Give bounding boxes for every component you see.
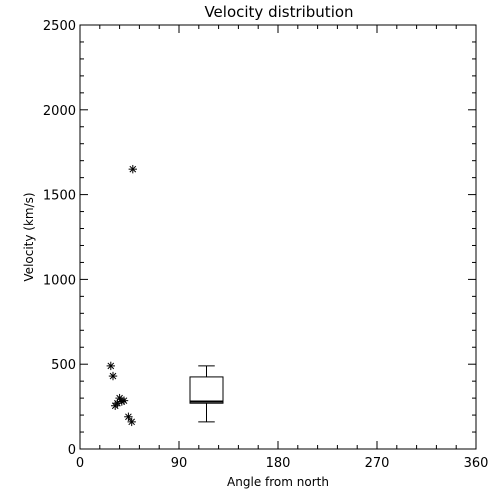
scatter-point [127,417,136,427]
chart-title: Velocity distribution [204,3,353,21]
plot-frame [79,24,477,450]
scatter-point [119,396,129,405]
x-axis-label: Angle from north [227,475,329,489]
x-tick-label: 180 [266,456,291,471]
y-tick-label: 1000 [43,273,76,288]
y-tick-label: 1500 [43,189,76,204]
iqr-box [189,376,224,404]
y-axis-label: Velocity (km/s) [22,192,36,281]
y-tick-label: 2500 [43,19,76,34]
y-tick-label: 0 [68,443,76,458]
y-tick-label: 500 [51,358,76,373]
box-plot [189,365,224,423]
data-marks [106,164,224,427]
x-tick-label: 360 [464,456,489,471]
tick-labels: 0 90 180 270 360 0 500 1000 1500 2000 2500 [43,19,489,471]
y-tick-label: 2000 [43,104,76,119]
scatter-point [106,361,115,371]
x-tick-label: 90 [171,456,188,471]
scatter-point [108,371,118,381]
scatter-point [128,164,137,174]
x-tick-label: 0 [76,456,84,471]
axis-ticks [79,24,477,450]
scatter-point [124,412,133,421]
x-tick-label: 270 [365,456,390,471]
